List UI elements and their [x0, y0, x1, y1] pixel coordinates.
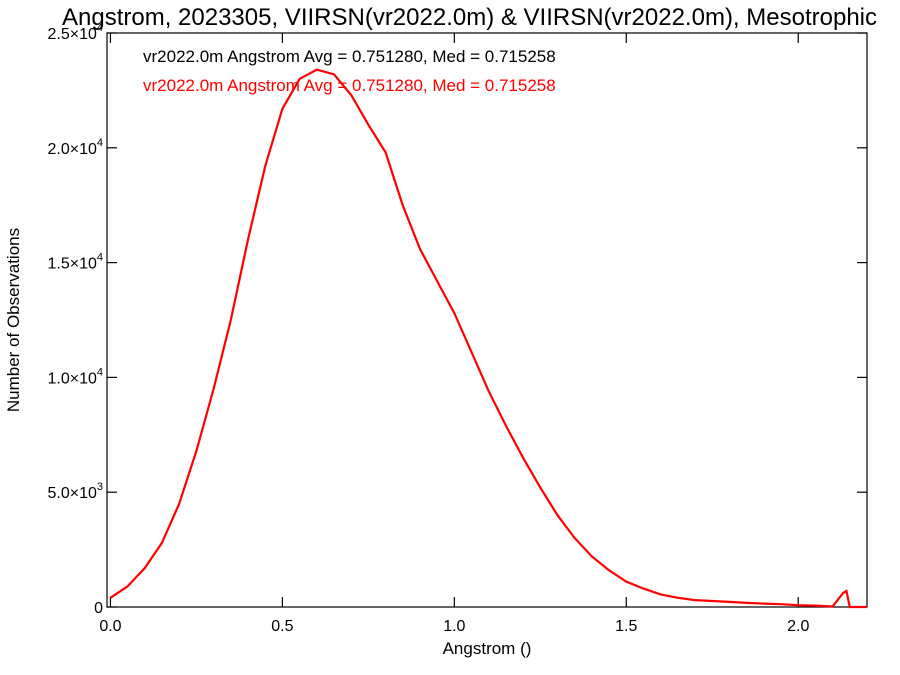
y-tick-label: 2.5×104: [47, 22, 103, 43]
y-tick-label: 1.5×104: [47, 252, 103, 273]
x-tick-labels: 0.0 0.5 1.0 1.5 2.0: [99, 618, 809, 635]
y-tick-label: 2.0×104: [47, 137, 103, 158]
chart-title: Angstrom, 2023305, VIIRSN(vr2022.0m) & V…: [62, 4, 877, 31]
axis-ticks: [107, 32, 867, 608]
x-tick-label: 0.0: [99, 618, 121, 635]
y-tick-labels: 0 5.0×103 1.0×104 1.5×104 2.0×104 2.5×104: [47, 22, 103, 617]
histogram-series-line: [109, 68, 867, 609]
y-tick-label: 5.0×103: [47, 481, 103, 502]
legend-entry: vr2022.0m Angstrom Avg = 0.751280, Med =…: [143, 47, 556, 66]
legend-entry: vr2022.0m Angstrom Avg = 0.751280, Med =…: [143, 76, 556, 95]
x-tick-label: 2.0: [787, 618, 809, 635]
y-tick-label: 1.0×104: [47, 366, 103, 387]
legend: vr2022.0m Angstrom Avg = 0.751280, Med =…: [143, 47, 556, 95]
plot-frame: [106, 32, 868, 608]
y-axis-label: Number of Observations: [4, 228, 23, 412]
x-tick-label: 0.5: [271, 618, 293, 635]
x-tick-label: 1.5: [615, 618, 637, 635]
x-tick-label: 1.0: [443, 618, 465, 635]
x-axis-label: Angstrom (): [443, 639, 532, 658]
y-tick-label: 0: [94, 600, 103, 617]
